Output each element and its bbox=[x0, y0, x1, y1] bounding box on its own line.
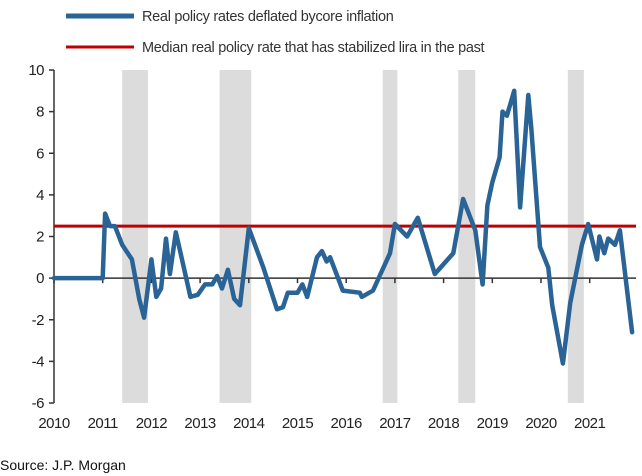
x-tick-label: 2012 bbox=[136, 415, 168, 432]
shaded-period bbox=[122, 70, 148, 403]
y-tick-label: 0 bbox=[36, 270, 44, 287]
legend-label-median: Median real policy rate that has stabili… bbox=[142, 40, 485, 56]
x-tick-label: 2015 bbox=[282, 415, 314, 432]
source-note: Source: J.P. Morgan bbox=[0, 457, 126, 473]
x-tick-label: 2018 bbox=[428, 415, 460, 432]
x-tick-label: 2016 bbox=[331, 415, 363, 432]
x-tick-label: 2014 bbox=[233, 415, 265, 432]
shaded-period bbox=[567, 70, 584, 403]
shaded-period bbox=[382, 70, 398, 403]
legend: Real policy rates deflated bycore inflat… bbox=[66, 9, 485, 56]
legend-label-real-rate: Real policy rates deflated bycore inflat… bbox=[142, 9, 394, 25]
y-tick-label: -6 bbox=[32, 395, 44, 412]
shaded-period bbox=[458, 70, 476, 403]
y-tick-label: 8 bbox=[36, 104, 44, 121]
x-tick-label: 2019 bbox=[477, 415, 509, 432]
x-tick-label: 2011 bbox=[88, 415, 118, 432]
y-tick-label: 6 bbox=[36, 145, 44, 162]
y-tick-label: 2 bbox=[36, 229, 44, 246]
y-tick-label: -2 bbox=[32, 312, 44, 329]
x-tick-label: 2020 bbox=[525, 415, 557, 432]
y-tick-label: 10 bbox=[28, 62, 44, 79]
x-tick-label: 2013 bbox=[184, 415, 216, 432]
y-tick-label: -4 bbox=[32, 353, 44, 370]
x-tick-label: 2017 bbox=[379, 415, 411, 432]
x-tick-label: 2010 bbox=[38, 415, 70, 432]
y-tick-label: 4 bbox=[36, 187, 44, 204]
x-tick-label: 2021 bbox=[574, 415, 606, 432]
